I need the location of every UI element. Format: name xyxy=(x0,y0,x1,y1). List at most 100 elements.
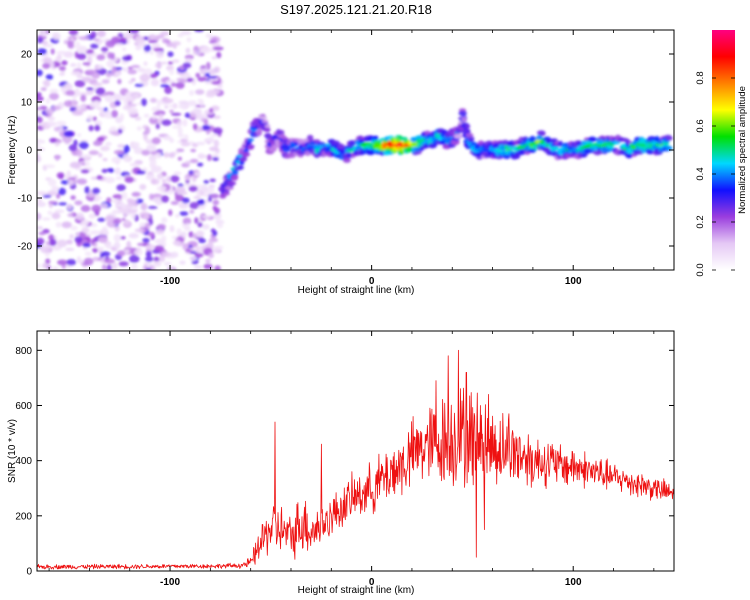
heatmap-cell xyxy=(170,112,182,116)
heatmap-cell xyxy=(182,119,188,127)
heatmap-cell xyxy=(241,152,251,157)
heatmap-cell xyxy=(164,105,169,109)
heatmap-cell xyxy=(113,234,122,242)
heatmap-cell xyxy=(129,162,140,167)
heatmap-cell xyxy=(164,261,172,266)
heatmap-cell xyxy=(81,76,93,83)
snr-x-tick-label: -100 xyxy=(160,577,180,588)
heatmap-cell xyxy=(65,90,76,96)
heatmap-cell xyxy=(156,99,161,108)
heatmap-cell xyxy=(105,40,116,48)
spectrogram-heatmap xyxy=(37,30,673,270)
heatmap-cell xyxy=(112,66,117,74)
heatmap-cell xyxy=(161,119,172,126)
heatmap-cell xyxy=(112,93,122,102)
heatmap-cell xyxy=(37,116,43,124)
heatmap-cell xyxy=(197,199,205,206)
heatmap-cell xyxy=(163,135,172,141)
heatmap-cell xyxy=(68,30,79,36)
heatmap-cell xyxy=(140,202,148,211)
heatmap-cell xyxy=(468,136,475,141)
spectrogram-y-tick-label: 10 xyxy=(21,98,33,109)
heatmap-cell xyxy=(208,241,214,248)
heatmap-cell xyxy=(117,143,125,149)
heatmap-cell xyxy=(112,217,122,224)
heatmap-cell xyxy=(89,230,101,235)
heatmap-cell xyxy=(71,110,83,116)
heatmap-cell xyxy=(66,259,77,266)
heatmap-cell xyxy=(126,198,134,204)
heatmap-cell xyxy=(37,212,42,221)
heatmap-cell xyxy=(172,59,180,63)
heatmap-cell xyxy=(172,240,181,246)
heatmap-cell xyxy=(86,115,94,122)
heatmap-cell xyxy=(66,170,72,177)
heatmap-cell xyxy=(190,148,197,153)
heatmap-cell xyxy=(150,78,160,87)
heatmap-cell xyxy=(70,63,77,67)
heatmap-cell xyxy=(177,183,184,187)
heatmap-cell xyxy=(76,133,82,137)
heatmap-cell xyxy=(156,34,165,39)
heatmap-cell xyxy=(128,80,134,84)
heatmap-cell xyxy=(54,209,65,213)
spectrogram-y-tick-label: 0 xyxy=(26,146,32,157)
heatmap-cell xyxy=(101,79,110,84)
heatmap-cell xyxy=(81,162,86,166)
heatmap-cell xyxy=(114,43,124,47)
heatmap-cell xyxy=(129,254,140,263)
heatmap-cell xyxy=(49,92,59,101)
colorbar-tick-label: 0.4 xyxy=(695,167,706,180)
heatmap-cell xyxy=(104,94,114,103)
heatmap-cell xyxy=(45,98,50,105)
heatmap-cell xyxy=(117,250,126,257)
heatmap-cell xyxy=(93,38,100,42)
heatmap-cell xyxy=(137,67,145,73)
heatmap-cell xyxy=(42,62,51,69)
heatmap-cell xyxy=(67,203,73,210)
heatmap-cell xyxy=(145,126,151,135)
heatmap-cell xyxy=(106,60,114,68)
heatmap-cell xyxy=(151,137,161,145)
heatmap-cell xyxy=(79,104,85,110)
heatmap-cell xyxy=(115,176,123,180)
heatmap-cell xyxy=(196,188,201,197)
heatmap-cell xyxy=(123,98,129,106)
heatmap-cell xyxy=(123,144,130,153)
heatmap-cell xyxy=(167,61,174,65)
heatmap-cell xyxy=(116,203,124,208)
heatmap-cell xyxy=(169,68,175,76)
heatmap-cell xyxy=(203,180,209,184)
heatmap-cell xyxy=(58,125,64,132)
heatmap-cell xyxy=(82,242,91,248)
heatmap-cell xyxy=(147,206,158,209)
heatmap-cell xyxy=(128,30,139,34)
heatmap-cell xyxy=(171,125,182,129)
heatmap-cell xyxy=(40,87,47,91)
heatmap-cell xyxy=(59,72,65,76)
heatmap-cell xyxy=(205,33,213,39)
heatmap-cell xyxy=(47,210,53,215)
colorbar-ticks: 0.0 0.2 0.4 0.6 0.8 xyxy=(695,71,735,277)
heatmap-cell xyxy=(113,149,125,155)
heatmap-cell xyxy=(105,243,113,250)
heatmap-cell xyxy=(139,222,146,228)
heatmap-cell xyxy=(154,62,163,69)
heatmap-cell xyxy=(133,147,144,155)
heatmap-cell xyxy=(177,133,184,138)
heatmap-cell xyxy=(107,52,113,59)
heatmap-cell xyxy=(101,46,109,53)
heatmap-cell xyxy=(158,113,164,118)
heatmap-cell xyxy=(197,98,203,103)
heatmap-cell xyxy=(90,43,99,49)
heatmap-cell xyxy=(189,202,200,209)
heatmap-cell xyxy=(70,71,82,76)
heatmap-cell xyxy=(263,127,271,132)
heatmap-cell xyxy=(84,251,92,256)
heatmap-cell xyxy=(113,72,122,76)
heatmap-cell xyxy=(209,107,214,113)
heatmap-cell xyxy=(147,34,157,42)
heatmap-cell xyxy=(204,80,214,85)
heatmap-cell xyxy=(37,263,41,268)
